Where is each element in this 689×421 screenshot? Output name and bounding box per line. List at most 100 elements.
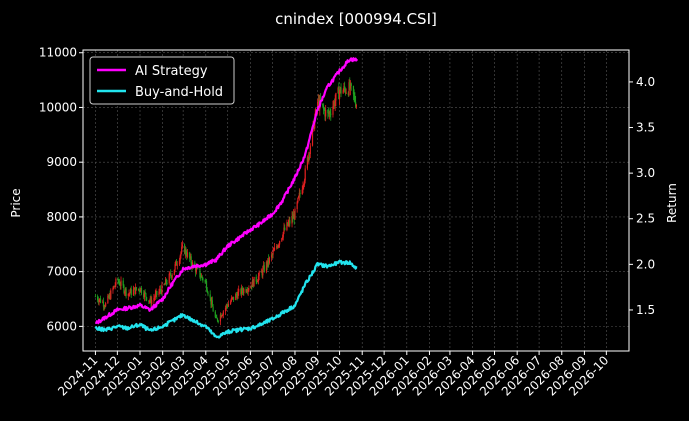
candle-body xyxy=(247,289,249,292)
candle-body xyxy=(281,237,284,239)
candle-body xyxy=(267,258,269,266)
candle-body xyxy=(284,227,286,230)
candle-body xyxy=(127,293,129,296)
candle-body xyxy=(262,265,265,269)
candle-body xyxy=(352,85,355,95)
candle-body xyxy=(270,254,273,258)
candle-body xyxy=(325,110,327,117)
candle-body xyxy=(199,268,201,278)
candle-body xyxy=(227,304,230,307)
candle-body xyxy=(329,111,331,114)
candle-body xyxy=(258,271,260,277)
candle-body xyxy=(209,294,211,298)
candle-body xyxy=(128,293,130,295)
candle-body xyxy=(241,287,243,294)
candle-body xyxy=(235,293,238,296)
candle-body xyxy=(118,282,121,286)
candle-body xyxy=(232,296,234,298)
candle-body xyxy=(328,111,330,115)
candle-body xyxy=(335,92,337,101)
candle-body xyxy=(354,95,356,102)
candle-body xyxy=(279,241,281,245)
candle-body xyxy=(338,87,340,100)
candle-body xyxy=(263,265,265,272)
candle-body xyxy=(301,189,303,194)
candle-body xyxy=(302,186,304,190)
candle-body xyxy=(222,311,224,315)
candle-body xyxy=(296,202,298,210)
candle-body xyxy=(250,285,252,289)
candle-body xyxy=(153,298,155,301)
candle-body xyxy=(253,276,255,287)
candle-body xyxy=(282,232,284,238)
candle-body xyxy=(99,298,102,303)
candle-body xyxy=(221,315,223,318)
plot-frame xyxy=(82,49,630,352)
candle-body xyxy=(322,103,324,106)
candle-body xyxy=(286,222,288,230)
candle-body xyxy=(304,168,306,181)
candle-body xyxy=(288,220,290,223)
candle-body xyxy=(287,222,289,226)
candle-body xyxy=(139,290,141,292)
candle-body xyxy=(99,298,101,300)
candle-body xyxy=(268,258,270,263)
candle-body xyxy=(237,291,239,299)
candle-body xyxy=(200,277,202,279)
candle-body xyxy=(276,246,278,248)
candle-body xyxy=(292,216,294,219)
candle-body xyxy=(115,278,117,286)
y-left-tick-label: 8000 xyxy=(46,210,77,224)
candle-body xyxy=(163,284,165,286)
candle-body xyxy=(189,256,192,259)
y-right-tick-label: 4.0 xyxy=(636,75,655,89)
y-right-tick-label: 3.5 xyxy=(636,121,655,135)
candle-body xyxy=(342,90,344,94)
candle-body xyxy=(210,297,212,305)
candle-body xyxy=(257,281,259,283)
candle-body xyxy=(216,318,219,321)
candle-body xyxy=(170,273,172,276)
candle-body xyxy=(225,305,227,308)
candle-body xyxy=(317,101,319,110)
candle-body xyxy=(140,287,143,294)
y-right-tick-label: 2.5 xyxy=(636,212,655,226)
candle-body xyxy=(192,262,194,267)
candle-body xyxy=(261,271,263,276)
candle-body xyxy=(130,288,132,295)
candle-body xyxy=(334,100,336,107)
candle-body xyxy=(311,126,314,146)
candle-body xyxy=(124,288,126,293)
candle-body xyxy=(168,273,170,284)
candle-body xyxy=(343,86,345,91)
candle-body xyxy=(123,285,125,293)
candle-body xyxy=(355,105,357,107)
candle-body xyxy=(201,275,203,279)
candle-body xyxy=(175,260,177,265)
candle-body xyxy=(164,279,167,285)
candle-body xyxy=(113,286,116,288)
candle-body xyxy=(98,299,100,303)
candle-body xyxy=(277,245,279,248)
candle-body xyxy=(140,287,142,292)
candle-body xyxy=(154,297,156,299)
candle-body xyxy=(197,267,199,269)
candle-body xyxy=(273,250,275,252)
candle-body xyxy=(196,267,198,269)
candle-body xyxy=(179,255,181,261)
candle-body xyxy=(154,293,156,298)
candle-body xyxy=(262,268,264,276)
series-lines xyxy=(94,57,359,339)
y-left-tick-label: 7000 xyxy=(46,265,77,279)
candle-body xyxy=(124,292,126,294)
candle-body xyxy=(170,275,173,278)
candle-body xyxy=(113,286,115,289)
candle-body xyxy=(308,153,311,155)
candle-body xyxy=(216,317,218,319)
candle-body xyxy=(260,271,262,273)
candle-body xyxy=(299,192,301,194)
candle-body xyxy=(125,288,127,296)
candle-body xyxy=(220,314,222,318)
candle-body xyxy=(107,295,110,298)
candle-body xyxy=(137,288,140,290)
